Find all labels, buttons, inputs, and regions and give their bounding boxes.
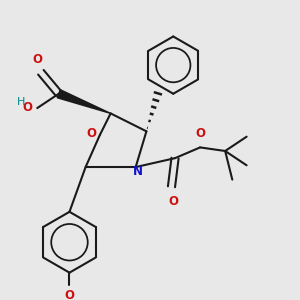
Text: O: O xyxy=(64,289,74,300)
Text: O: O xyxy=(168,195,178,208)
Text: O: O xyxy=(195,127,205,140)
Text: N: N xyxy=(133,165,142,178)
Text: H: H xyxy=(16,97,25,106)
Text: O: O xyxy=(86,127,96,140)
Text: O: O xyxy=(32,53,42,66)
Polygon shape xyxy=(57,90,111,113)
Text: O: O xyxy=(22,101,32,114)
